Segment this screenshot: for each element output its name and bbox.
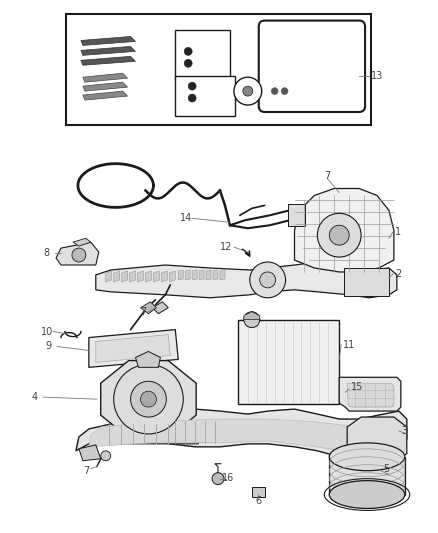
Text: 7: 7 <box>141 306 147 317</box>
Circle shape <box>188 94 196 102</box>
Text: 1: 1 <box>395 227 401 237</box>
Polygon shape <box>83 73 127 82</box>
Text: 15: 15 <box>351 382 364 392</box>
Polygon shape <box>79 445 101 461</box>
Circle shape <box>234 77 262 105</box>
Polygon shape <box>294 189 394 272</box>
Bar <box>238 320 339 404</box>
Polygon shape <box>339 377 401 411</box>
Circle shape <box>141 391 156 407</box>
Text: 10: 10 <box>41 327 53 336</box>
Circle shape <box>243 86 253 96</box>
FancyBboxPatch shape <box>259 21 365 112</box>
Polygon shape <box>106 271 112 282</box>
Polygon shape <box>130 271 135 282</box>
Polygon shape <box>199 270 204 280</box>
Ellipse shape <box>329 443 405 471</box>
Polygon shape <box>347 383 394 407</box>
Circle shape <box>114 365 183 434</box>
Polygon shape <box>81 36 135 45</box>
Polygon shape <box>73 238 91 246</box>
Text: 7: 7 <box>324 171 331 181</box>
Polygon shape <box>89 329 178 367</box>
Polygon shape <box>153 271 159 282</box>
Text: 16: 16 <box>222 473 234 483</box>
Text: 3: 3 <box>401 426 407 436</box>
Polygon shape <box>347 417 407 461</box>
Text: 12: 12 <box>220 242 233 252</box>
Polygon shape <box>141 302 156 314</box>
Polygon shape <box>56 242 99 265</box>
Text: 11: 11 <box>343 340 356 350</box>
Bar <box>175 76 235 116</box>
Polygon shape <box>96 335 170 362</box>
Text: 9: 9 <box>45 342 51 351</box>
Polygon shape <box>89 419 394 454</box>
Polygon shape <box>101 361 196 438</box>
Text: 5: 5 <box>383 464 389 474</box>
Polygon shape <box>83 82 127 91</box>
Circle shape <box>131 381 166 417</box>
Circle shape <box>101 451 111 461</box>
Polygon shape <box>252 487 265 497</box>
Text: 4: 4 <box>31 392 37 402</box>
Polygon shape <box>178 270 183 280</box>
Circle shape <box>184 47 192 55</box>
Polygon shape <box>185 270 190 280</box>
Ellipse shape <box>329 481 405 508</box>
Polygon shape <box>161 271 167 282</box>
Text: 14: 14 <box>180 213 192 223</box>
Circle shape <box>212 473 224 484</box>
Polygon shape <box>192 270 197 280</box>
Bar <box>344 268 389 296</box>
Text: 8: 8 <box>43 248 49 258</box>
Text: 6: 6 <box>256 496 262 505</box>
Text: 2: 2 <box>395 269 401 279</box>
Circle shape <box>271 87 278 94</box>
Polygon shape <box>83 91 127 100</box>
Polygon shape <box>220 270 225 280</box>
Bar <box>66 14 371 125</box>
Polygon shape <box>206 270 211 280</box>
Circle shape <box>250 262 286 298</box>
Bar <box>288 204 305 226</box>
Circle shape <box>244 312 260 328</box>
Bar <box>175 29 230 79</box>
Circle shape <box>329 225 349 245</box>
Polygon shape <box>81 46 135 55</box>
Polygon shape <box>135 351 160 367</box>
Polygon shape <box>145 271 152 282</box>
Polygon shape <box>76 409 407 459</box>
Circle shape <box>188 82 196 90</box>
Circle shape <box>318 213 361 257</box>
Polygon shape <box>152 302 168 314</box>
Bar <box>329 457 405 495</box>
Polygon shape <box>114 271 120 282</box>
Polygon shape <box>96 262 397 298</box>
Polygon shape <box>244 312 260 320</box>
Circle shape <box>260 272 276 288</box>
Polygon shape <box>138 271 144 282</box>
Polygon shape <box>213 270 218 280</box>
Text: 13: 13 <box>371 71 383 81</box>
Text: 7: 7 <box>83 466 89 475</box>
Circle shape <box>281 87 288 94</box>
Polygon shape <box>81 56 135 65</box>
Polygon shape <box>122 271 127 282</box>
Circle shape <box>72 248 86 262</box>
Polygon shape <box>101 434 200 444</box>
Circle shape <box>184 59 192 67</box>
Polygon shape <box>170 271 175 282</box>
